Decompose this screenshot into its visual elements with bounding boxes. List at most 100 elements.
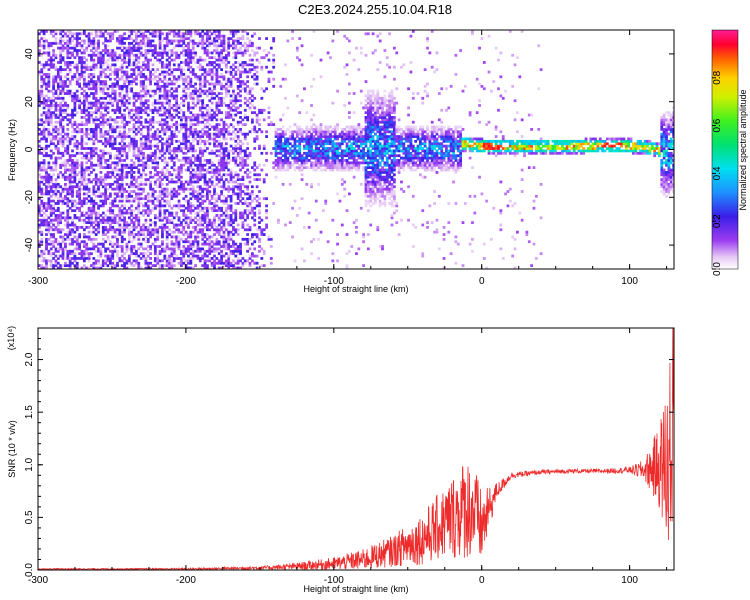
spectrogram-cell xyxy=(198,75,202,79)
spectrogram-cell xyxy=(92,192,96,196)
spectrogram-cell xyxy=(220,261,223,265)
spectrogram-cell xyxy=(38,127,41,131)
spectrogram-cell xyxy=(56,257,60,260)
spectrogram-cell xyxy=(42,132,46,136)
spectrogram-cell xyxy=(132,161,136,165)
spectrogram-cell xyxy=(40,214,44,217)
spectrogram-cell xyxy=(92,147,96,150)
spectrogram-cell xyxy=(179,204,183,208)
spectrogram-cell xyxy=(125,259,129,263)
spectrogram-cell xyxy=(170,187,174,191)
spectrogram-cell xyxy=(132,135,136,138)
spectrogram-cell xyxy=(104,120,108,124)
spectrogram-cell xyxy=(139,245,143,248)
spectrogram-cell xyxy=(194,254,197,258)
spectrogram-cell xyxy=(64,202,67,205)
spectrogram-cell xyxy=(66,73,70,76)
spectrogram-cell xyxy=(246,242,250,246)
spectrogram-cell xyxy=(156,68,160,72)
spectrogram-cell xyxy=(59,61,63,64)
spectrogram-cell xyxy=(97,34,100,38)
spectrogram-cell xyxy=(87,206,91,210)
spectrogram-cell xyxy=(40,70,44,74)
spectrogram-cell xyxy=(104,106,108,110)
spectrogram-cell xyxy=(135,113,138,117)
spectrogram-cell xyxy=(45,154,48,158)
spectrogram-cell xyxy=(87,37,91,40)
spectrogram-cell xyxy=(168,264,171,268)
spectrogram-cell xyxy=(116,73,119,76)
spectrogram-cell xyxy=(85,192,89,196)
spectrogram-cell xyxy=(47,206,51,210)
spectrogram-cell xyxy=(94,65,98,69)
spectrogram-cell xyxy=(97,194,100,198)
spectrogram-cell xyxy=(66,127,70,131)
spectrogram-cell xyxy=(203,58,207,62)
spectrogram-cell xyxy=(73,216,77,220)
spectrogram-cell xyxy=(47,123,51,126)
spectrogram-cell xyxy=(151,101,155,105)
spectrogram-cell xyxy=(106,182,110,186)
spectrogram-cell xyxy=(184,53,188,57)
spectrogram-cell xyxy=(187,127,190,131)
spectrogram-cell xyxy=(49,233,53,236)
spectrogram-cell xyxy=(45,144,48,148)
spectrogram-cell xyxy=(125,46,129,50)
spectrogram-cell xyxy=(59,125,63,129)
spectrogram-cell xyxy=(184,80,188,83)
spectrogram-cell xyxy=(175,254,179,258)
spectrogram-cell xyxy=(201,132,205,136)
spectrogram-cell xyxy=(206,53,209,57)
spectrogram-cell xyxy=(78,37,81,40)
spectrogram-cell xyxy=(168,192,171,196)
spectrogram-cell xyxy=(90,218,93,222)
spectrogram-cell xyxy=(182,245,186,248)
spectrogram-cell xyxy=(236,41,240,45)
spectrogram-cell xyxy=(191,139,195,143)
spectrogram-cell xyxy=(123,94,126,98)
spectrogram-cell xyxy=(234,202,238,205)
spectrogram-cell xyxy=(161,154,164,158)
spectrogram-cell xyxy=(234,65,238,69)
spectrogram-cell xyxy=(206,130,209,134)
spectrogram-cell xyxy=(75,182,79,186)
spectrogram-cell xyxy=(156,197,160,201)
spectrogram-cell xyxy=(127,135,131,138)
spectrogram-cell xyxy=(170,73,174,76)
spectrogram-cell xyxy=(168,156,171,160)
spectrogram-cell xyxy=(210,116,214,119)
spectrogram-cell xyxy=(113,89,117,93)
spectrogram-cell xyxy=(168,41,171,45)
spectrogram-cell xyxy=(80,65,84,69)
spectrogram-cell xyxy=(253,214,257,217)
spectrogram-cell xyxy=(196,197,200,201)
spectrogram-cell xyxy=(206,118,209,122)
spectrogram-cell xyxy=(196,101,200,105)
spectrogram-cell xyxy=(40,209,44,213)
spectrogram-cell xyxy=(45,187,48,191)
spectrogram-cell xyxy=(123,96,126,100)
spectrogram-cell xyxy=(168,101,171,105)
spectrogram-cell xyxy=(97,247,100,251)
spectrogram-cell xyxy=(182,82,186,86)
spectrogram-cell xyxy=(182,32,186,36)
spectrogram-cell xyxy=(224,92,228,95)
spectrogram-cell xyxy=(151,132,155,136)
spectrogram-cell xyxy=(213,192,216,196)
spectrogram-cell xyxy=(165,63,169,67)
spectrogram-cell xyxy=(137,194,141,198)
spectrogram-cell xyxy=(196,206,200,210)
spectrogram-cell xyxy=(118,106,122,110)
spectrogram-cell xyxy=(101,233,105,236)
spectrogram-cell xyxy=(236,94,240,98)
spectrogram-cell xyxy=(203,104,207,107)
spectrogram-cell xyxy=(250,216,254,220)
spectrogram-cell xyxy=(111,32,115,36)
spectrogram-cell xyxy=(59,101,63,105)
spectrogram-cell xyxy=(232,44,235,48)
spectrogram-cell xyxy=(104,30,108,33)
spectrogram-cell xyxy=(104,194,108,198)
spectrogram-cell xyxy=(203,211,207,215)
spectrogram-cell xyxy=(64,175,67,179)
spectrogram-cell xyxy=(253,127,257,131)
